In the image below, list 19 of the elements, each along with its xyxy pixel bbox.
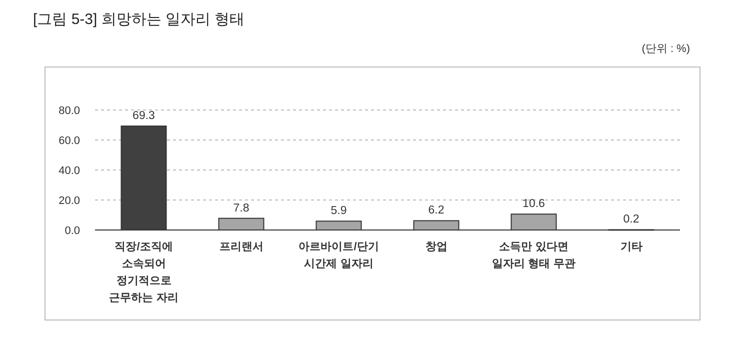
x-tick-label: 프리랜서 [219, 241, 264, 253]
x-tick-label: 아르바이트/단기 시간제 일자리 [298, 241, 379, 270]
data-label: 10.6 [522, 198, 545, 210]
data-label: 5.9 [330, 205, 347, 218]
y-tick-label: 20.0 [58, 195, 80, 207]
x-tick-label: 직장/조직에 소속되어 정기적으로 근무하는 자리 [109, 241, 178, 304]
y-tick-label: 80.0 [58, 105, 80, 117]
data-label: 0.2 [623, 214, 640, 226]
y-tick-label: 60.0 [58, 135, 80, 147]
data-label: 6.2 [428, 204, 444, 217]
x-tick-label: 창업 [425, 241, 448, 253]
text: (단위 : %) [642, 43, 690, 55]
y-tick-label: 40.0 [58, 165, 80, 177]
x-tick-label: 소득만 있다면 일자리 형태 무관 [492, 241, 576, 270]
x-tick-label: 기타 [620, 241, 642, 253]
data-label: 7.8 [233, 202, 250, 214]
data-label: 69.3 [132, 110, 155, 122]
chart-title: [그림 5-3] 희망하는 일자리 형태 [33, 11, 245, 28]
y-tick-label: 0.0 [64, 225, 80, 237]
